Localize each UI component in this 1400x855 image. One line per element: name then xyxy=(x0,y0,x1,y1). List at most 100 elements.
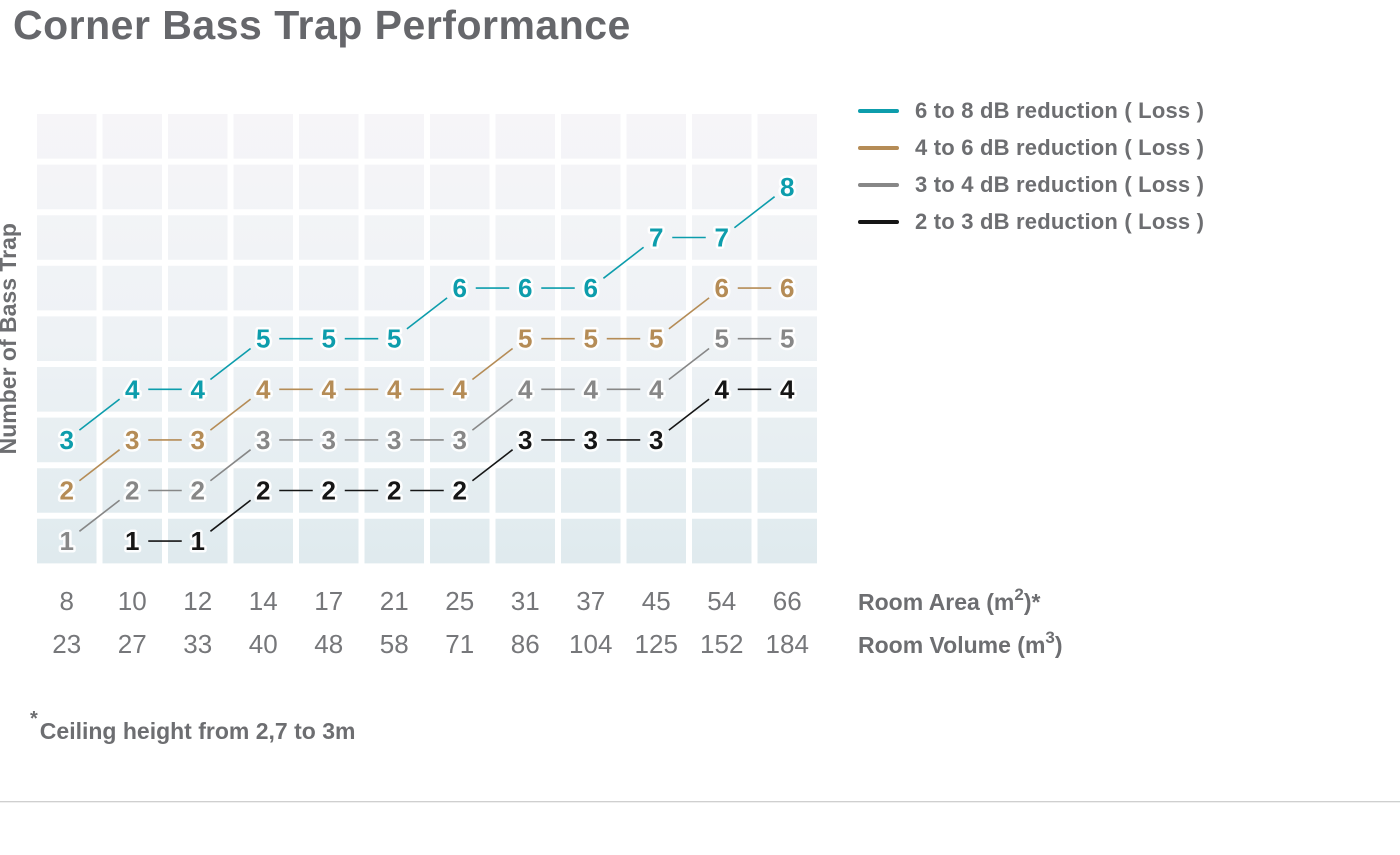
series-segment xyxy=(209,347,252,381)
data-label: 2 xyxy=(453,476,467,506)
data-label: 8 xyxy=(780,172,794,202)
data-label: 7 xyxy=(649,223,663,253)
x-tick-row-1: 23 27 33 40 48 58 71 86 104 125 152 184 Room Volume … xyxy=(52,628,1062,659)
legend-label: 2 to 3 dB reduction ( Loss ) xyxy=(915,208,1205,234)
data-label: 4 xyxy=(649,374,664,404)
series-2: 1 2 2 3 3 3 3 4 4 4 5 5 xyxy=(57,321,797,558)
data-label: 3 xyxy=(584,425,598,455)
tick-label: 125 xyxy=(635,629,678,659)
series-segment xyxy=(78,398,121,431)
series-segment xyxy=(471,347,514,381)
tick-label: 33 xyxy=(183,629,212,659)
series-1: 2 3 3 4 4 4 4 5 5 5 6 6 xyxy=(57,271,797,508)
series-segment xyxy=(668,398,710,431)
data-label: 2 xyxy=(125,476,139,506)
legend-label: 4 to 6 dB reduction ( Loss ) xyxy=(915,134,1205,160)
tick-label: 12 xyxy=(183,586,212,616)
data-label: 4 xyxy=(780,374,795,404)
series-segment xyxy=(78,449,121,482)
tick-label: 40 xyxy=(249,629,278,659)
series-segment xyxy=(733,196,776,229)
page-title: Corner Bass Trap Performance xyxy=(13,2,631,48)
tick-label: 66 xyxy=(773,586,802,616)
y-axis-label: Number of Bass Trap xyxy=(0,223,21,454)
data-label: 2 xyxy=(322,476,336,506)
series-segment xyxy=(209,449,252,482)
data-label: 6 xyxy=(453,273,467,303)
data-label: 7 xyxy=(715,223,729,253)
tick-label: 10 xyxy=(118,586,147,616)
data-label: 4 xyxy=(387,374,402,404)
series-segment xyxy=(209,499,252,532)
tick-label: 21 xyxy=(380,586,409,616)
data-label: 4 xyxy=(518,374,533,404)
series-segment xyxy=(668,297,710,330)
data-label: 4 xyxy=(125,374,140,404)
legend-label: 3 to 4 dB reduction ( Loss ) xyxy=(915,171,1205,197)
x-axis-name-0: Room Area (m2)* xyxy=(858,585,1040,615)
tick-label: 17 xyxy=(314,586,343,616)
data-label: 4 xyxy=(715,374,730,404)
bottom-divider xyxy=(0,801,1400,803)
tick-label: 184 xyxy=(766,629,809,659)
data-label: 4 xyxy=(256,374,271,404)
legend-item: 3 to 4 dB reduction ( Loss ) xyxy=(858,166,1204,203)
series-3: 1 1 2 2 2 2 3 3 3 4 4 xyxy=(123,372,798,559)
data-label: 4 xyxy=(191,374,206,404)
data-label: 3 xyxy=(453,425,467,455)
data-label: 1 xyxy=(125,526,139,556)
data-label: 5 xyxy=(387,324,401,354)
data-label: 5 xyxy=(322,324,336,354)
legend-swatch xyxy=(858,108,899,113)
legend-swatch xyxy=(858,145,899,150)
data-label: 3 xyxy=(322,425,336,455)
data-label: 2 xyxy=(256,476,270,506)
data-label: 2 xyxy=(387,476,401,506)
tick-label: 8 xyxy=(60,586,74,616)
legend-swatch xyxy=(858,182,899,187)
data-label: 5 xyxy=(780,324,794,354)
data-label: 3 xyxy=(125,425,139,455)
legend-item: 2 to 3 dB reduction ( Loss ) xyxy=(858,203,1204,240)
tick-label: 14 xyxy=(249,586,278,616)
series-0: 3 4 4 5 5 5 6 6 6 7 7 8 xyxy=(57,169,797,457)
tick-label: 54 xyxy=(707,586,736,616)
data-label: 3 xyxy=(649,425,663,455)
legend-item: 4 to 6 dB reduction ( Loss ) xyxy=(858,129,1204,166)
data-label: 1 xyxy=(60,526,74,556)
tick-label: 45 xyxy=(642,586,671,616)
series-segment xyxy=(406,297,448,330)
tick-label: 37 xyxy=(576,586,605,616)
data-label: 6 xyxy=(715,273,729,303)
data-label: 5 xyxy=(715,324,729,354)
footnote-text: Ceiling height from 2,7 to 3m xyxy=(39,718,356,744)
x-axis-name-1: Room Volume (m3) xyxy=(858,628,1063,658)
data-label: 6 xyxy=(584,273,598,303)
data-label: 5 xyxy=(518,324,532,354)
tick-label: 58 xyxy=(380,629,409,659)
tick-label: 27 xyxy=(118,629,147,659)
data-label: 3 xyxy=(191,425,205,455)
data-label: 3 xyxy=(518,425,532,455)
series-segment xyxy=(471,449,514,482)
series-segment xyxy=(78,499,121,532)
legend-label: 6 to 8 dB reduction ( Loss ) xyxy=(915,97,1205,123)
tick-label: 71 xyxy=(445,629,474,659)
data-label: 6 xyxy=(518,273,532,303)
data-label: 3 xyxy=(256,425,270,455)
data-label: 2 xyxy=(191,476,205,506)
tick-label: 104 xyxy=(569,629,612,659)
tick-label: 25 xyxy=(445,586,474,616)
series-segment xyxy=(471,398,514,431)
tick-label: 23 xyxy=(52,629,81,659)
data-label: 4 xyxy=(453,374,468,404)
series-segment xyxy=(668,347,710,381)
legend-item: 6 to 8 dB reduction ( Loss ) xyxy=(858,92,1204,129)
data-label: 6 xyxy=(780,273,794,303)
data-label: 5 xyxy=(256,324,270,354)
footnote: *Ceiling height from 2,7 to 3m xyxy=(30,708,355,745)
data-label: 3 xyxy=(60,425,74,455)
legend: 6 to 8 dB reduction ( Loss ) 4 to 6 dB re… xyxy=(858,92,1204,240)
data-label: 1 xyxy=(191,526,205,556)
